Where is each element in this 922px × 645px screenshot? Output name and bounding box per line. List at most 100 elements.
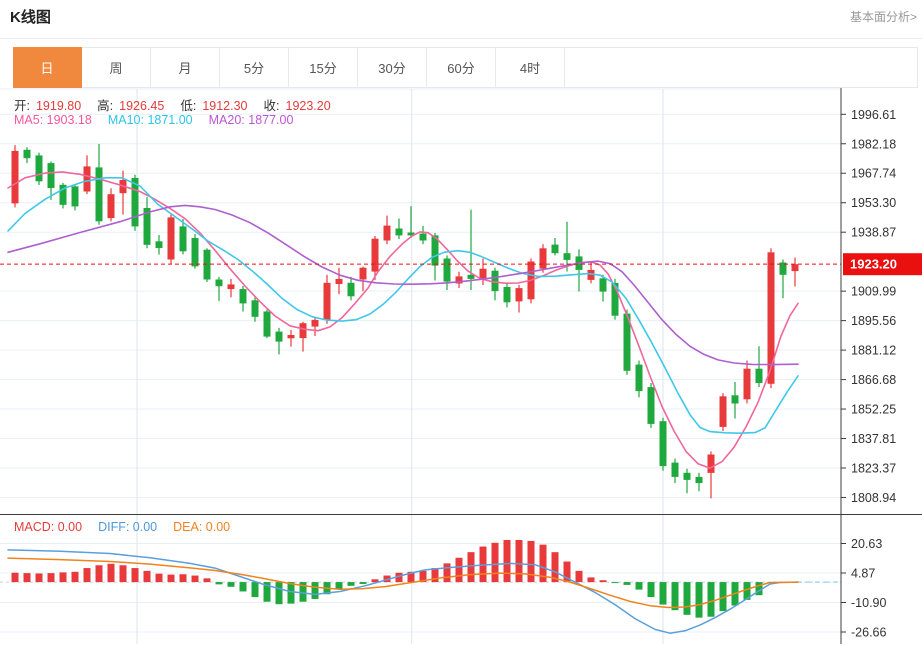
candle <box>731 395 739 404</box>
candle <box>587 269 595 280</box>
macd-bar <box>59 572 67 583</box>
y-axis-price-label: 1808.94 <box>851 491 896 505</box>
title-divider <box>0 38 922 39</box>
current-price-tag <box>843 253 922 276</box>
macd-bar <box>23 573 31 583</box>
macd-bar <box>707 582 715 617</box>
macd-bar <box>479 546 487 583</box>
macd-axis-label: -26.66 <box>851 625 886 639</box>
macd-bar <box>359 582 367 584</box>
ma-legend-item: MA20: 1877.00 <box>208 113 294 127</box>
candle <box>215 279 223 287</box>
macd-bar <box>515 539 523 583</box>
candle <box>179 226 187 252</box>
tab-5分[interactable]: 5分 <box>220 48 289 87</box>
candle <box>611 283 619 316</box>
macd-bar <box>275 582 283 605</box>
candle <box>623 313 631 371</box>
tab-30分[interactable]: 30分 <box>358 48 427 87</box>
y-axis-price-label: 1909.99 <box>851 285 896 299</box>
macd-bar <box>11 572 19 583</box>
macd-bar <box>503 539 511 583</box>
candle <box>191 238 199 267</box>
candle <box>383 225 391 241</box>
macd-bar <box>671 582 679 611</box>
macd-bar <box>599 580 607 583</box>
y-axis-price-label: 1996.61 <box>851 108 896 122</box>
candle <box>635 364 643 392</box>
candle <box>443 258 451 282</box>
candle <box>47 163 55 188</box>
macd-bar <box>107 563 115 583</box>
macd-bar <box>539 544 547 583</box>
candle <box>23 149 31 159</box>
candle <box>563 253 571 260</box>
macd-bar <box>563 561 571 583</box>
candle <box>467 274 475 279</box>
candle <box>503 287 511 303</box>
macd-bar <box>71 571 79 583</box>
candle <box>59 184 67 205</box>
macd-bar <box>719 582 727 612</box>
macd-bar <box>263 582 271 602</box>
fundamental-analysis-link[interactable]: 基本面分析> <box>849 10 917 24</box>
tab-15分[interactable]: 15分 <box>289 48 358 87</box>
macd-bar <box>119 565 127 583</box>
macd-bar <box>251 582 259 598</box>
candle <box>707 454 715 473</box>
candle <box>323 282 331 320</box>
candle <box>455 276 463 284</box>
candle <box>479 268 487 279</box>
candle <box>419 233 427 241</box>
candle <box>407 232 415 236</box>
page-title: K线图 <box>10 9 51 26</box>
macd-legend: MACD: 0.00 DIFF: 0.00 DEA: 0.00 <box>14 520 246 534</box>
macd-bar <box>407 571 415 583</box>
candle <box>143 208 151 245</box>
y-axis-price-label: 1982.18 <box>851 137 896 151</box>
macd-bar <box>227 582 235 587</box>
macd-bar <box>455 557 463 583</box>
macd-bar <box>659 582 667 605</box>
candle <box>227 284 235 290</box>
y-axis-price-label: 1967.74 <box>851 167 896 181</box>
macd-bar <box>95 565 103 583</box>
ohlc-label: 高: <box>97 99 114 113</box>
candle <box>755 368 763 383</box>
candle <box>599 278 607 292</box>
macd-bar <box>467 552 475 583</box>
macd-legend-item: DEA: 0.00 <box>173 520 231 534</box>
macd-bar <box>695 582 703 618</box>
macd-bar <box>47 573 55 583</box>
tab-周[interactable]: 周 <box>82 48 151 87</box>
macd-bar <box>311 582 319 599</box>
tab-60分[interactable]: 60分 <box>427 48 496 87</box>
macd-bar <box>83 568 91 583</box>
ohlc-label: 收: <box>263 99 280 113</box>
candle <box>671 462 679 477</box>
macd-bar <box>239 582 247 592</box>
tab-日[interactable]: 日 <box>13 47 82 88</box>
macd-bar <box>527 540 535 583</box>
candle <box>35 155 43 182</box>
macd-bar <box>611 582 619 584</box>
current-price-tag-text: 1923.20 <box>850 257 897 272</box>
candle <box>695 476 703 483</box>
tab-月[interactable]: 月 <box>151 48 220 87</box>
macd-bar <box>647 582 655 598</box>
candle <box>275 331 283 342</box>
candle <box>131 178 139 227</box>
candle <box>287 335 295 339</box>
tab-4时[interactable]: 4时 <box>496 48 565 87</box>
macd-bar <box>683 582 691 615</box>
candle <box>299 323 307 339</box>
candle <box>251 300 259 317</box>
dea-line <box>7 557 799 609</box>
macd-bar <box>743 582 751 600</box>
candle <box>107 194 115 219</box>
candle <box>779 262 787 275</box>
macd-bar <box>191 575 199 583</box>
candle <box>239 289 247 304</box>
macd-bar <box>299 582 307 602</box>
macd-legend-item: DIFF: 0.00 <box>98 520 158 534</box>
